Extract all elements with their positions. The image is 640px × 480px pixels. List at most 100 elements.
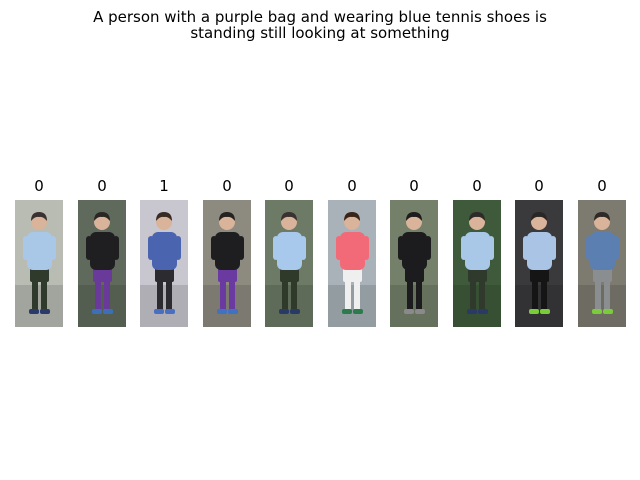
person-right-leg bbox=[604, 274, 610, 310]
person-right-shoe bbox=[290, 309, 300, 314]
person-left-shoe bbox=[92, 309, 102, 314]
person-right-leg bbox=[229, 274, 235, 310]
person-right-arm bbox=[425, 236, 431, 260]
person-head bbox=[344, 214, 360, 230]
person-left-leg bbox=[407, 274, 413, 310]
photo-ground bbox=[328, 285, 376, 327]
person-right-arm bbox=[363, 236, 369, 260]
person-left-leg bbox=[282, 274, 288, 310]
photo-ground bbox=[515, 285, 563, 327]
person-head bbox=[531, 214, 547, 230]
person-hair bbox=[156, 212, 172, 221]
match-label: 0 bbox=[534, 177, 544, 195]
person-left-shoe bbox=[342, 309, 352, 314]
match-label: 0 bbox=[409, 177, 419, 195]
person-left-leg bbox=[157, 274, 163, 310]
person-torso bbox=[277, 232, 302, 270]
gallery-cell-9: 0 bbox=[515, 177, 563, 327]
person-photo bbox=[15, 200, 63, 327]
person-left-shoe bbox=[217, 309, 227, 314]
person-left-leg bbox=[220, 274, 226, 310]
match-label: 0 bbox=[472, 177, 482, 195]
person-right-shoe bbox=[478, 309, 488, 314]
person-left-leg bbox=[470, 274, 476, 310]
person-right-leg bbox=[416, 274, 422, 310]
figure-title: A person with a purple bag and wearing b… bbox=[0, 9, 640, 41]
photo-ground bbox=[140, 285, 188, 327]
person-photo bbox=[453, 200, 501, 327]
person-left-arm bbox=[211, 236, 217, 260]
match-label: 0 bbox=[284, 177, 294, 195]
person-right-arm bbox=[175, 236, 181, 260]
person-left-leg bbox=[532, 274, 538, 310]
person-photo bbox=[265, 200, 313, 327]
person-head bbox=[406, 214, 422, 230]
person-left-shoe bbox=[529, 309, 539, 314]
person-hair bbox=[531, 212, 547, 221]
person-torso bbox=[527, 232, 552, 270]
gallery-cell-10: 0 bbox=[578, 177, 626, 327]
person-left-leg bbox=[32, 274, 38, 310]
person-right-arm bbox=[550, 236, 556, 260]
person-right-arm bbox=[113, 236, 119, 260]
person-left-arm bbox=[398, 236, 404, 260]
person-torso bbox=[340, 232, 365, 270]
person-left-leg bbox=[595, 274, 601, 310]
gallery-cell-2: 0 bbox=[78, 177, 126, 327]
person-right-leg bbox=[354, 274, 360, 310]
person-hair bbox=[594, 212, 610, 221]
match-label: 0 bbox=[222, 177, 232, 195]
photo-ground bbox=[390, 285, 438, 327]
figure-title-line-1: A person with a purple bag and wearing b… bbox=[93, 8, 547, 26]
person-photo bbox=[140, 200, 188, 327]
person-right-shoe bbox=[415, 309, 425, 314]
person-left-leg bbox=[95, 274, 101, 310]
person-right-shoe bbox=[40, 309, 50, 314]
person-torso bbox=[402, 232, 427, 270]
match-label: 0 bbox=[347, 177, 357, 195]
person-head bbox=[31, 214, 47, 230]
person-right-arm bbox=[488, 236, 494, 260]
person-right-shoe bbox=[228, 309, 238, 314]
person-left-arm bbox=[23, 236, 29, 260]
person-head bbox=[594, 214, 610, 230]
photo-ground bbox=[453, 285, 501, 327]
gallery-cell-7: 0 bbox=[390, 177, 438, 327]
person-right-shoe bbox=[103, 309, 113, 314]
person-torso bbox=[90, 232, 115, 270]
person-head bbox=[94, 214, 110, 230]
match-label: 1 bbox=[159, 177, 169, 195]
person-torso bbox=[590, 232, 615, 270]
person-left-arm bbox=[148, 236, 154, 260]
person-torso bbox=[215, 232, 240, 270]
person-photo bbox=[78, 200, 126, 327]
person-right-leg bbox=[541, 274, 547, 310]
person-right-arm bbox=[300, 236, 306, 260]
gallery-cell-8: 0 bbox=[453, 177, 501, 327]
photo-ground bbox=[578, 285, 626, 327]
person-head bbox=[281, 214, 297, 230]
person-left-arm bbox=[461, 236, 467, 260]
person-right-leg bbox=[291, 274, 297, 310]
person-right-arm bbox=[238, 236, 244, 260]
person-photo bbox=[328, 200, 376, 327]
person-left-shoe bbox=[29, 309, 39, 314]
person-right-arm bbox=[613, 236, 619, 260]
person-right-shoe bbox=[603, 309, 613, 314]
person-left-shoe bbox=[592, 309, 602, 314]
person-left-arm bbox=[273, 236, 279, 260]
person-hair bbox=[406, 212, 422, 221]
person-hair bbox=[94, 212, 110, 221]
person-hair bbox=[219, 212, 235, 221]
person-hair bbox=[344, 212, 360, 221]
person-right-leg bbox=[479, 274, 485, 310]
person-right-leg bbox=[166, 274, 172, 310]
photo-ground bbox=[203, 285, 251, 327]
person-hair bbox=[281, 212, 297, 221]
match-label: 0 bbox=[97, 177, 107, 195]
person-right-leg bbox=[104, 274, 110, 310]
person-right-shoe bbox=[540, 309, 550, 314]
person-torso bbox=[27, 232, 52, 270]
gallery-cell-4: 0 bbox=[203, 177, 251, 327]
